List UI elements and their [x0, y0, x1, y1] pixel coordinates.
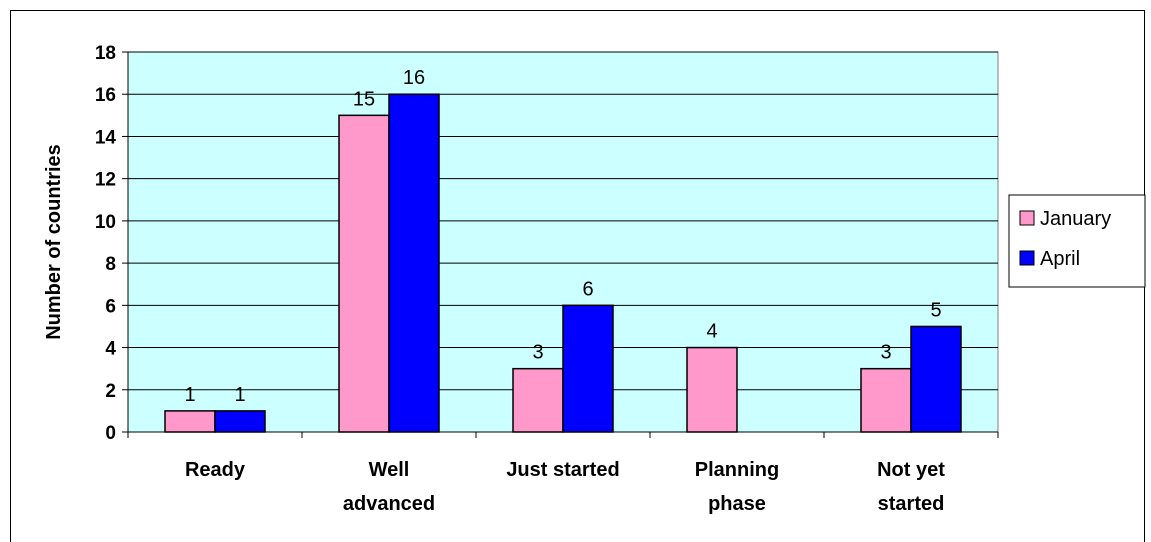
legend-box: [1008, 194, 1146, 288]
y-tick-label: 16: [95, 85, 116, 106]
bar-april: [910, 325, 962, 433]
bar-january: [686, 346, 738, 433]
bar-april: [562, 304, 614, 433]
bar-january: [164, 410, 216, 433]
y-tick-label: 2: [105, 381, 116, 402]
x-tick-label: Just started: [506, 459, 619, 481]
y-axis: 0 2 4 6 8 10 12 14 16 18: [95, 43, 129, 444]
x-tick-label: Well advanced: [343, 459, 435, 515]
y-tick-label: 10: [95, 212, 116, 233]
bar-january: [338, 114, 390, 433]
y-tick-label: 4: [105, 339, 116, 360]
data-label: 1: [234, 384, 245, 406]
x-tick-label: Ready: [185, 459, 246, 481]
y-tick-label: 6: [105, 296, 116, 317]
y-tick-label: 0: [105, 423, 116, 444]
bars: [164, 93, 962, 433]
legend-label-april: April: [1040, 248, 1080, 270]
bar-april: [214, 410, 266, 433]
y-tick-label: 18: [95, 43, 116, 64]
x-axis: Ready Well advanced Just started Planning pha…: [127, 431, 999, 515]
data-labels: 1 15 3 4 3 1 16 6 5: [184, 67, 941, 406]
bar-january: [512, 367, 564, 433]
data-label: 5: [930, 299, 941, 321]
data-label: 3: [880, 342, 891, 364]
data-label: 1: [184, 384, 195, 406]
x-tick-label: Planning phase: [695, 459, 779, 515]
legend-swatch-april: [1019, 250, 1035, 266]
y-tick-label: 8: [105, 254, 116, 275]
bar-april: [388, 93, 440, 433]
data-label: 15: [353, 88, 375, 110]
data-label: 16: [403, 67, 425, 89]
legend-swatch-january: [1019, 210, 1035, 226]
y-tick-label: 12: [95, 170, 116, 191]
legend-label-january: January: [1040, 208, 1111, 230]
gridlines: [128, 51, 998, 391]
data-label: 4: [706, 321, 717, 343]
legend: January April: [1008, 194, 1146, 288]
y-axis-title: Number of countries: [43, 144, 65, 340]
y-tick-label: 14: [95, 127, 117, 148]
x-tick-label: Not yet started: [877, 459, 945, 515]
bar-january: [860, 367, 912, 433]
data-label: 3: [532, 342, 543, 364]
data-label: 6: [582, 278, 593, 300]
